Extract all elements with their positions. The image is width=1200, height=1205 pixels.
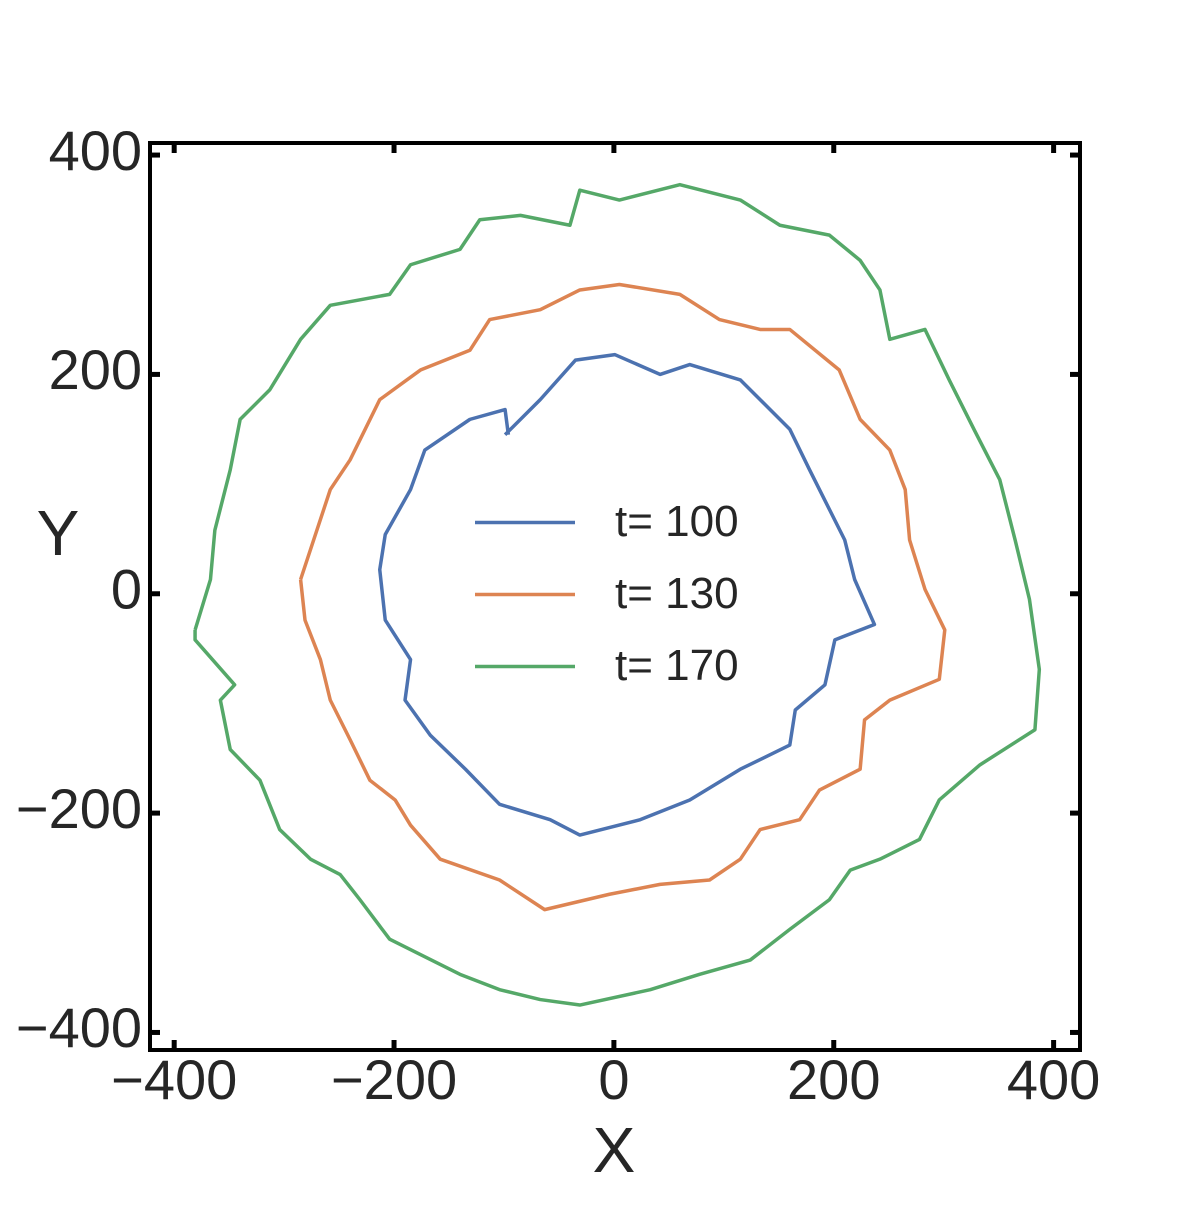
data-line: [193, 182, 1042, 1007]
x-axis-label: X: [593, 1114, 636, 1186]
x-tick-label: −200: [331, 1048, 457, 1111]
plot-frame: [148, 141, 1082, 1052]
legend-label: t= 130: [615, 569, 739, 618]
x-tick-label: 0: [598, 1048, 629, 1111]
y-tick-label: 200: [49, 338, 142, 401]
y-tick-label: −400: [16, 996, 142, 1059]
legend-label: t= 170: [615, 641, 739, 690]
y-axis-label: Y: [37, 497, 80, 569]
x-tick-label: −400: [111, 1048, 237, 1111]
y-tick-label: −200: [16, 777, 142, 840]
legend-label: t= 100: [615, 497, 739, 546]
y-tick-label: 400: [49, 119, 142, 182]
y-tick-label: 0: [111, 558, 142, 621]
data-line: [378, 352, 877, 837]
data-line: [298, 282, 947, 912]
x-tick-label: 400: [1007, 1048, 1100, 1111]
x-tick-label: 200: [787, 1048, 880, 1111]
